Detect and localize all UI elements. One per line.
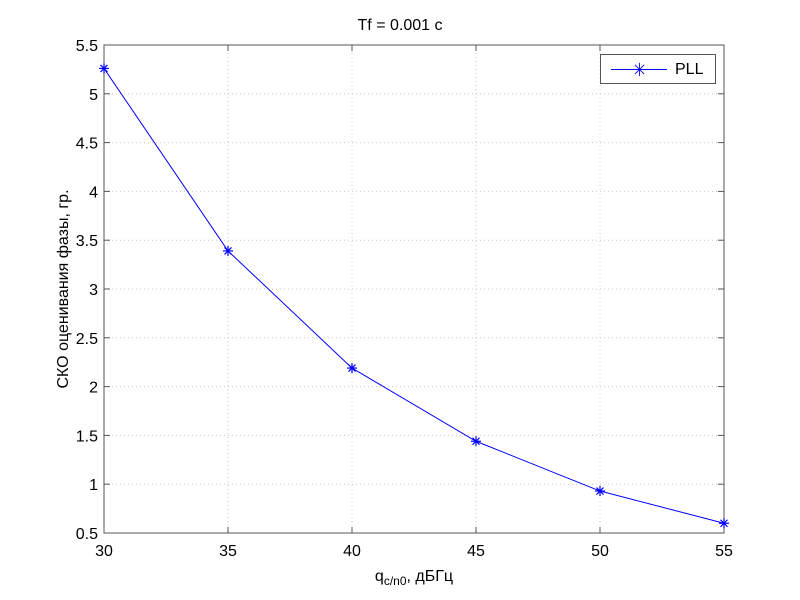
x-tick-label: 40 (343, 543, 361, 560)
y-tick-label: 1.5 (76, 428, 98, 445)
asterisk-marker-icon (719, 518, 729, 529)
y-tick-label: 3 (89, 282, 98, 299)
axis-ticks: 30 35 40 45 50 55 0.5 1 1.5 2 2.5 3 3.5 4 4.5 5 5.5 (76, 38, 733, 560)
y-tick-label: 3.5 (76, 233, 98, 250)
y-tick-label: 4 (89, 184, 98, 201)
x-tick-label: 45 (467, 543, 485, 560)
chart-title: Tf = 0.001 c (357, 17, 443, 34)
x-axis-label: qc/n0, дБГц (0, 568, 800, 588)
asterisk-marker-icon (595, 486, 605, 497)
y-tick-label: 0.5 (76, 526, 98, 543)
x-tick-label: 50 (591, 543, 609, 560)
data-series-pll (99, 63, 729, 529)
asterisk-marker-icon (99, 63, 109, 74)
legend-line (611, 69, 667, 70)
asterisk-marker-icon (471, 436, 481, 447)
y-tick-label: 5 (89, 87, 98, 104)
x-tick-label: 30 (95, 543, 113, 560)
asterisk-marker-icon: ✳ (632, 60, 648, 80)
y-tick-label: 2 (89, 380, 98, 397)
y-tick-label: 2.5 (76, 331, 98, 348)
y-axis-label: СКО оценивания фазы, гр. (55, 189, 72, 389)
x-axis-label-sub: c/n0 (383, 574, 407, 588)
x-tick-label: 55 (715, 543, 733, 560)
legend-label-pll: PLL (675, 61, 704, 78)
asterisk-marker-icon (223, 245, 233, 256)
x-axis-label-main: q (374, 568, 384, 585)
series-line (103, 68, 725, 524)
x-axis-label-unit: , дБГц (406, 568, 454, 585)
x-tick-label: 35 (219, 543, 237, 560)
asterisk-marker-icon (347, 363, 357, 374)
y-tick-label: 1 (89, 477, 98, 494)
y-tick-label: 4.5 (76, 136, 98, 153)
grid-lines (104, 45, 724, 533)
legend: ✳ PLL (600, 54, 716, 84)
y-tick-label: 5.5 (76, 38, 98, 55)
